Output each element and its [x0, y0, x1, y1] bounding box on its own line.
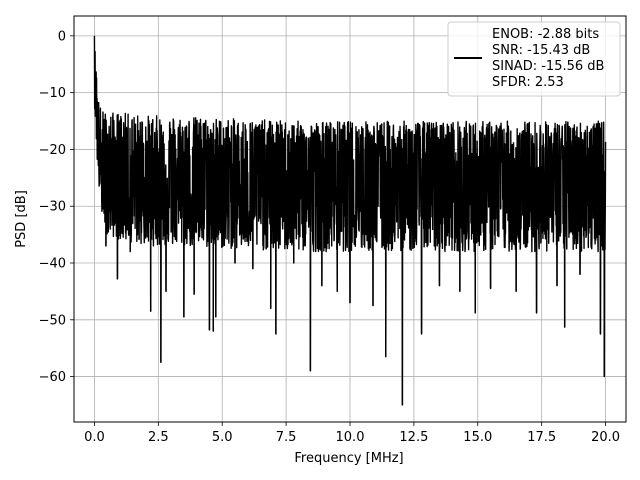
x-tick-label: 5.0 [212, 430, 233, 445]
y-tick-label: 0 [58, 29, 66, 44]
legend: ENOB: -2.88 bits SNR: -15.43 dB SINAD: -… [447, 21, 621, 97]
y-axis-label: PSD [dB] [14, 190, 29, 248]
x-tick-label: 15.0 [463, 430, 492, 445]
legend-entry-enob: ENOB: -2.88 bits [492, 27, 599, 42]
y-tick-label: −10 [39, 86, 66, 101]
legend-entry-snr: SNR: -15.43 dB [492, 43, 590, 58]
y-axis-ticks: 0 −10 −20 −30 −40 −50 −60 [39, 29, 74, 385]
legend-box [447, 21, 621, 97]
x-tick-label: 7.5 [276, 430, 297, 445]
x-axis-ticks: 0.0 2.5 5.0 7.5 10.0 12.5 15.0 17.5 20.0 [84, 422, 620, 445]
legend-entry-sinad: SINAD: -15.56 dB [492, 59, 604, 74]
psd-series-line [93, 35, 607, 406]
y-tick-label: −60 [39, 370, 66, 385]
x-tick-label: 10.0 [336, 430, 365, 445]
series-layer [93, 35, 607, 406]
y-tick-label: −20 [39, 143, 66, 158]
y-tick-label: −40 [39, 257, 66, 272]
legend-entry-sfdr: SFDR: 2.53 [492, 75, 564, 90]
x-tick-label: 12.5 [399, 430, 428, 445]
y-tick-label: −50 [39, 313, 66, 328]
x-tick-label: 17.5 [527, 430, 556, 445]
x-tick-label: 0.0 [84, 430, 105, 445]
x-tick-label: 20.0 [591, 430, 620, 445]
x-axis-label: Frequency [MHz] [294, 451, 403, 466]
y-tick-label: −30 [39, 200, 66, 215]
x-tick-label: 2.5 [148, 430, 169, 445]
